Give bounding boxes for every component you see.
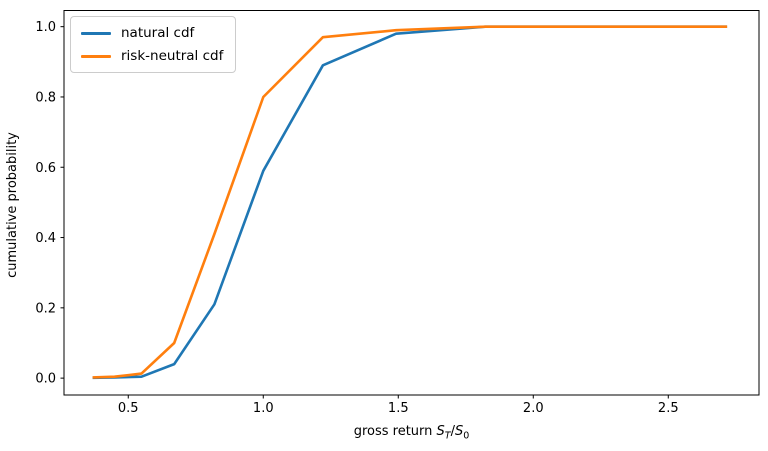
x-axis-label: gross return ST/S0 [353,424,470,442]
x-tick-label: 1.5 [388,401,409,416]
natural-cdf-line-swatch [81,31,111,35]
legend-label: risk-neutral cdf [121,48,224,65]
legend-entry-natural-cdf: natural cdf [81,25,223,41]
legend-label: natural cdf [121,25,195,41]
risk-neutral-cdf-line-swatch [81,54,111,58]
y-tick-label: 1.0 [35,20,56,35]
x-tick-label: 1.0 [253,401,274,416]
y-tick-label: 0.4 [35,231,56,246]
natural-cdf-line [92,25,728,380]
y-tick-label: 0.6 [35,161,56,176]
x-tick-label: 2.0 [523,401,544,416]
x-tick-label: 0.5 [118,401,139,416]
risk-neutral-cdf-line [92,25,728,379]
legend: natural cdf risk-neutral cdf [70,16,237,74]
legend-entry-risk-neutral-cdf: risk-neutral cdf [81,48,223,64]
x-tick-label: 2.5 [658,401,679,416]
y-tick-label: 0.2 [35,301,56,316]
y-axis-label: cumulative probability [5,132,20,278]
y-tick-label: 0.8 [35,91,56,106]
y-tick-label: 0.0 [35,372,56,387]
axes-spines [63,10,760,396]
